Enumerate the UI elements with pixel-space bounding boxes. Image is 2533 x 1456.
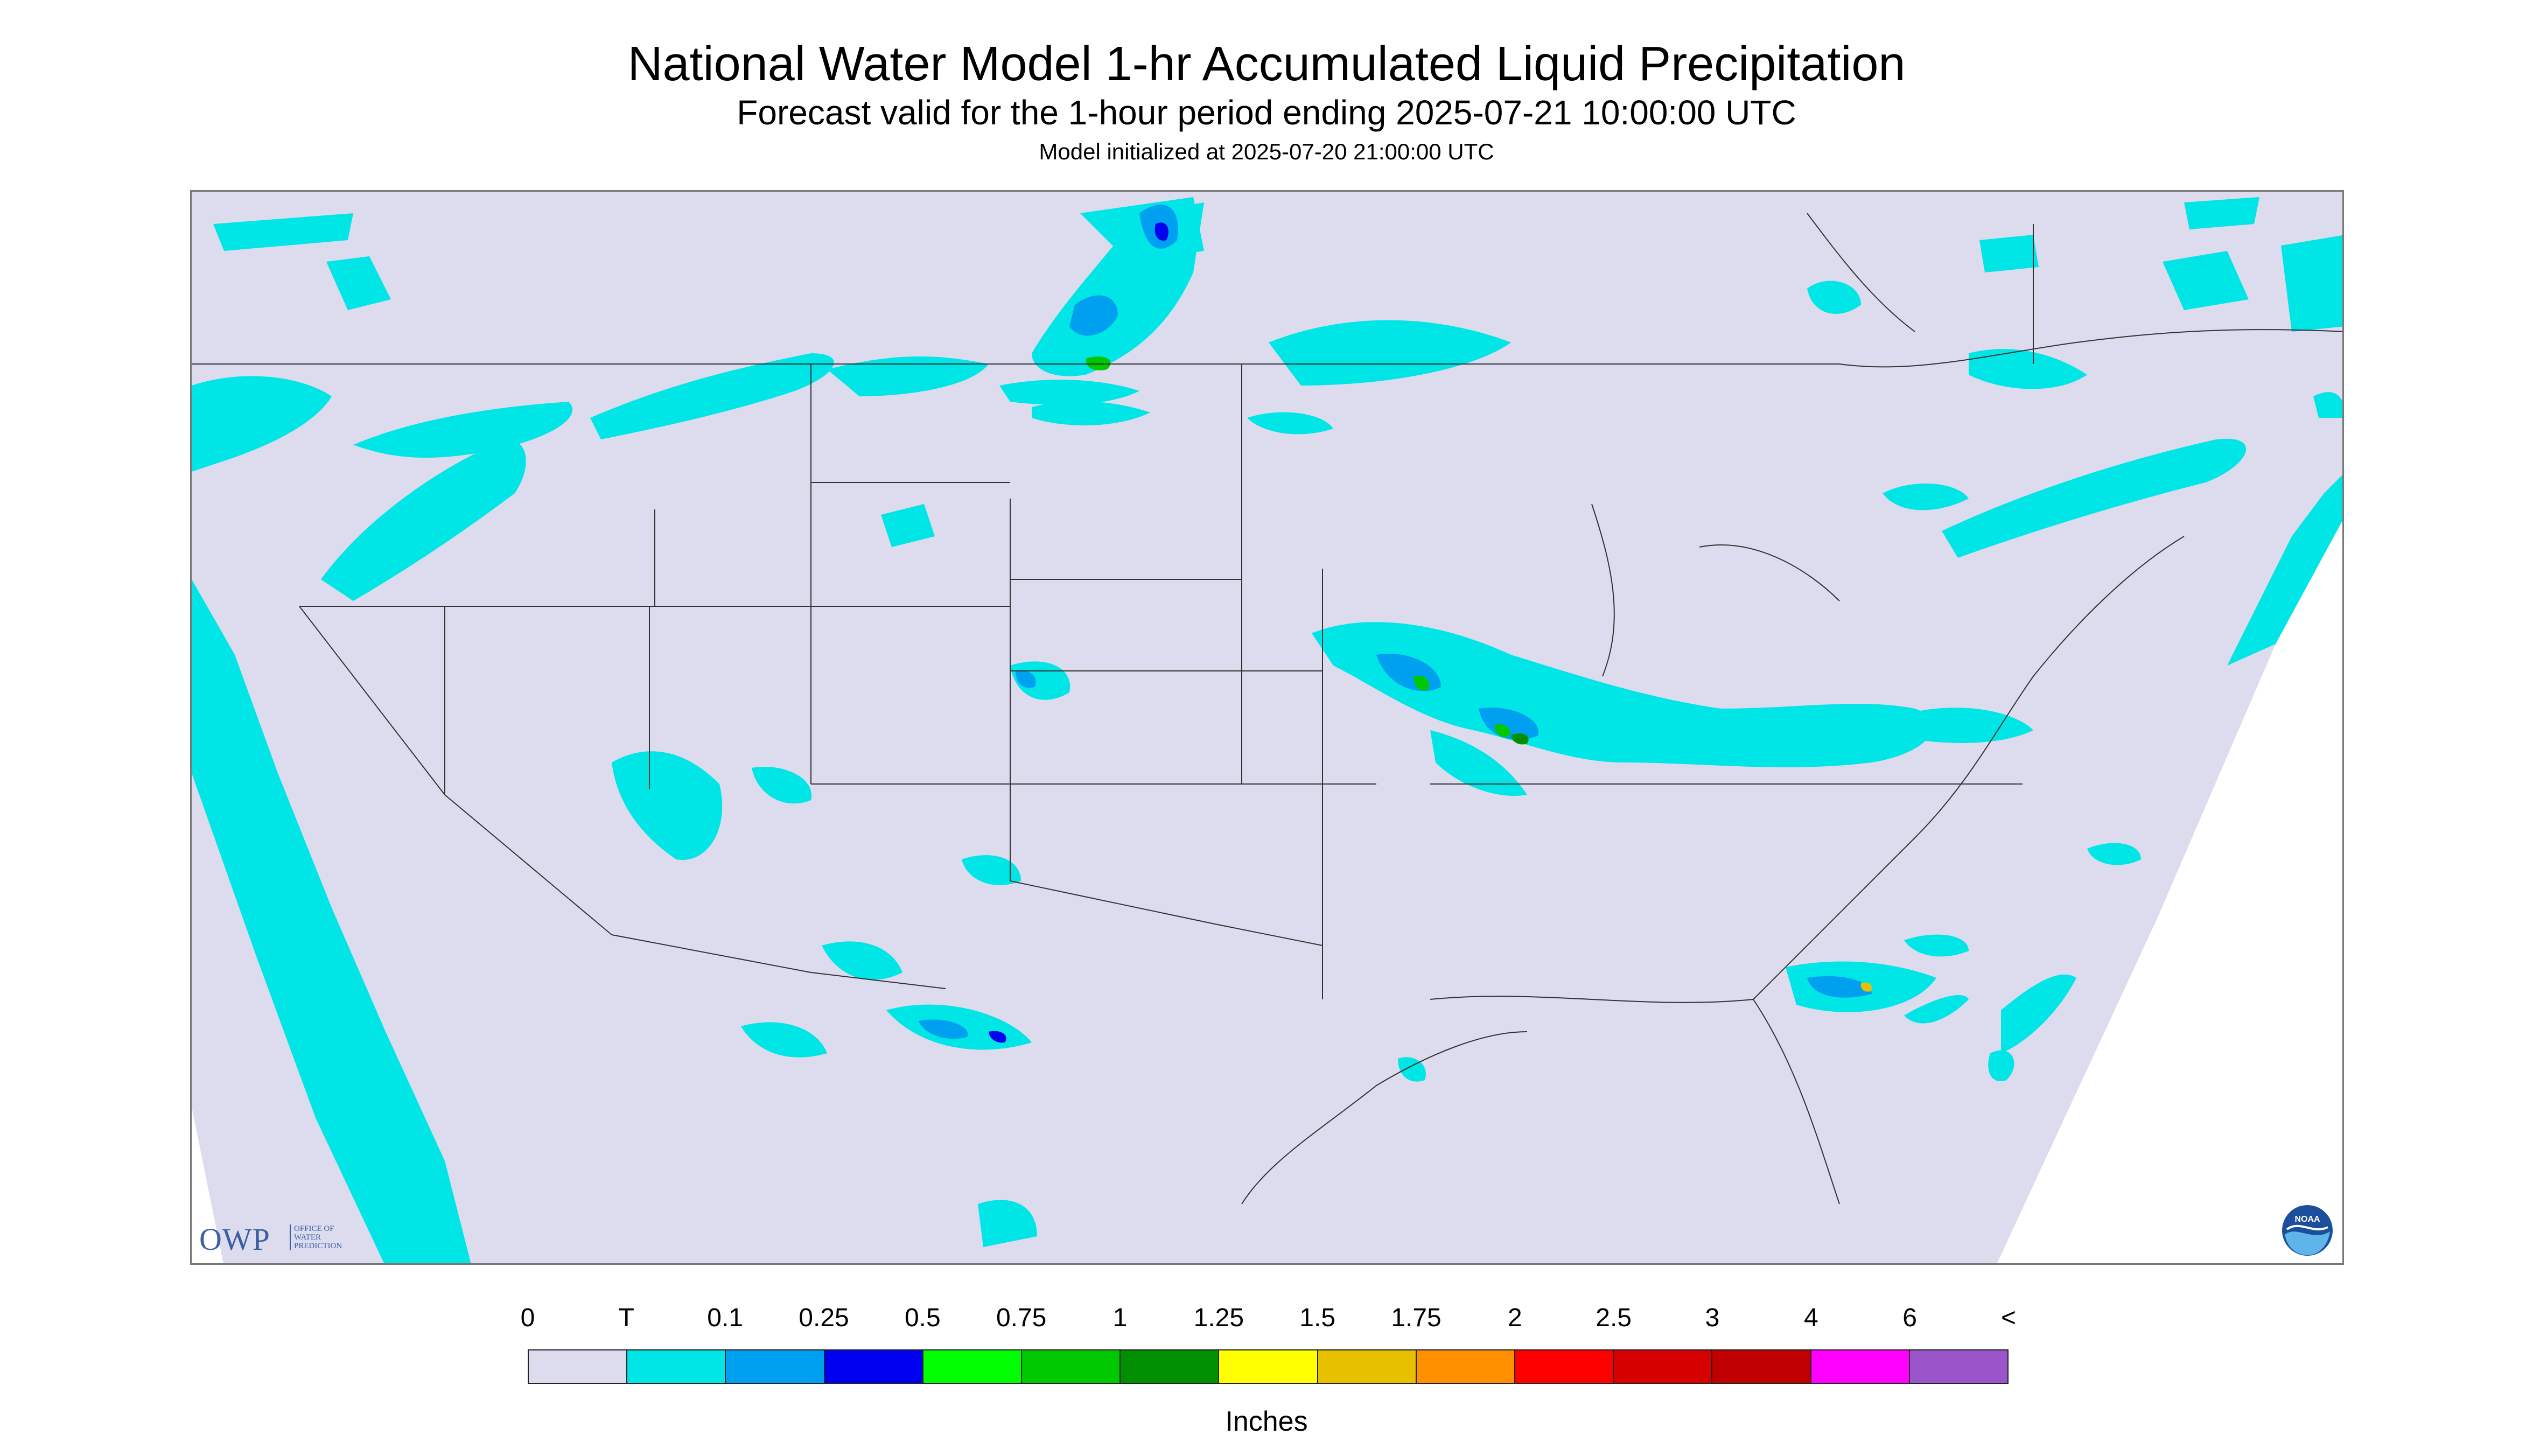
legend-tick-label: <: [2000, 1304, 2017, 1332]
color-swatch: [726, 1350, 825, 1383]
color-scale-bar: [528, 1349, 2009, 1384]
legend-tick-label: 0.5: [904, 1304, 941, 1332]
owp-logo-line: WATER: [294, 1233, 321, 1242]
owp-logo: OWP OFFICE OF WATER PREDICTION: [199, 1221, 377, 1259]
model-init-time: Model initialized at 2025-07-20 21:00:00…: [1039, 139, 1494, 164]
color-swatch: [1219, 1350, 1318, 1383]
map-canvas: [192, 197, 2342, 1263]
color-swatch: [1416, 1350, 1516, 1383]
color-swatch: [1318, 1350, 1417, 1383]
precip-northeast: [1807, 197, 2342, 558]
precip-southwest-cores: [919, 670, 1036, 1043]
color-swatch: [1811, 1350, 1910, 1383]
legend-tick-label: 2.5: [1596, 1304, 1632, 1332]
color-swatch: [1614, 1350, 1713, 1383]
legend-tick-label: T: [618, 1304, 634, 1332]
state-borders: [192, 213, 2342, 1205]
owp-logo-mark: OWP: [199, 1222, 270, 1257]
noaa-logo-text: NOAA: [2294, 1215, 2320, 1224]
owp-logo-line: OFFICE OF: [294, 1224, 334, 1233]
legend-tick-label: 1.25: [1193, 1304, 1244, 1332]
precip-southeast: [1398, 843, 2141, 1082]
color-swatch: [1121, 1350, 1220, 1383]
owp-logo-line: PREDICTION: [294, 1242, 342, 1250]
legend-tick-label: 1.75: [1391, 1304, 1442, 1332]
legend-tick-label: 0.1: [707, 1304, 744, 1332]
color-swatch: [1515, 1350, 1614, 1383]
precip-northwest: [192, 213, 1139, 601]
legend-tick-label: 0.25: [799, 1304, 849, 1332]
color-swatch: [529, 1350, 628, 1383]
legend-labels: 0 T 0.1 0.25 0.5 0.75 1 1.25 1.5 1.75 2 2.5 3 4 6 <: [0, 1303, 2533, 1335]
legend-tick-label: 4: [1803, 1304, 1818, 1332]
map-subtitle: Forecast valid for the 1-hour period end…: [737, 93, 1796, 132]
precip-southwest: [612, 661, 1070, 1247]
domain-mask-right: [1997, 521, 2342, 1263]
legend-tick-label: 0.75: [996, 1304, 1047, 1332]
noaa-logo: NOAA: [2281, 1204, 2334, 1257]
owp-logo-text: OFFICE OF WATER PREDICTION: [290, 1224, 342, 1250]
legend-tick-label: 3: [1705, 1304, 1720, 1332]
color-swatch: [1712, 1350, 1811, 1383]
legend-tick-label: 2: [1507, 1304, 1522, 1332]
legend-tick-label: 1.5: [1299, 1304, 1336, 1332]
legend-tick-label: 1: [1112, 1304, 1128, 1332]
precipitation-map: [190, 190, 2344, 1265]
color-swatch: [627, 1350, 726, 1383]
color-swatch: [923, 1350, 1023, 1383]
color-swatch: [1909, 1350, 2008, 1383]
legend-tick-label: 0: [520, 1304, 535, 1332]
legend-tick-label: 6: [1902, 1304, 1918, 1332]
legend-units: Inches: [1225, 1406, 1308, 1437]
precip-east-band: [2227, 475, 2342, 666]
color-swatch: [824, 1350, 923, 1383]
precip-west-band: [192, 579, 471, 1263]
precip-north-central: [881, 197, 1511, 547]
color-swatch: [1022, 1350, 1121, 1383]
map-title: National Water Model 1-hr Accumulated Li…: [627, 37, 1906, 91]
precip-midwest: [1312, 622, 2033, 796]
